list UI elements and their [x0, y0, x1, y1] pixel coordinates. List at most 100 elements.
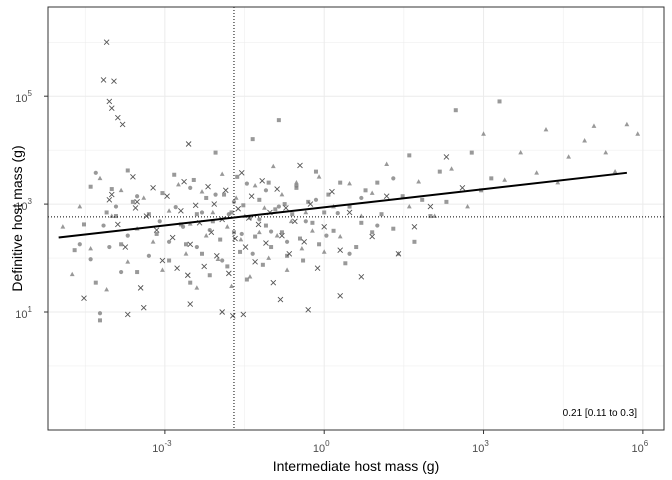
point-triangle [502, 177, 508, 182]
point-triangle [294, 180, 299, 185]
point-triangle [316, 174, 322, 179]
point-cross [222, 187, 229, 194]
point-square [194, 212, 199, 217]
point-cross [358, 273, 365, 280]
point-cross [111, 78, 117, 84]
point-cross [153, 227, 160, 233]
point-square [407, 153, 412, 158]
point-triangle [176, 181, 181, 187]
point-square [119, 242, 124, 247]
point-square [72, 248, 77, 253]
point-cross [427, 203, 434, 210]
point-cross [305, 306, 312, 313]
point-square [354, 245, 359, 250]
point-square [104, 210, 109, 215]
point-cross [159, 257, 166, 264]
point-cross [297, 162, 303, 169]
point-cross [119, 121, 126, 128]
point-circle [180, 224, 186, 229]
point-cross [132, 205, 139, 211]
point-square [218, 237, 223, 242]
point-square [93, 280, 98, 285]
point-square [359, 220, 364, 225]
point-cross [255, 221, 262, 228]
point-triangle [449, 166, 454, 171]
point-triangle [612, 169, 618, 174]
point-cross [108, 191, 115, 198]
point-square [213, 150, 218, 155]
point-circle [359, 195, 364, 201]
point-triangle [183, 251, 189, 256]
point-cross [283, 205, 289, 211]
point-circle [173, 204, 178, 210]
trend-line [58, 171, 627, 239]
point-square [81, 222, 86, 227]
point-square [326, 192, 331, 197]
point-cross [229, 312, 236, 319]
point-cross [187, 301, 194, 307]
point-square [225, 264, 230, 269]
point-cross [263, 240, 269, 246]
point-cross [395, 250, 402, 257]
point-cross [235, 205, 241, 212]
point-square [444, 199, 449, 204]
x-axis-title: Intermediate host mass (g) [273, 458, 440, 474]
point-triangle [252, 183, 258, 188]
point-cross [106, 98, 113, 105]
point-square [282, 202, 287, 207]
point-cross [174, 265, 180, 271]
point-square [207, 273, 212, 278]
point-triangle [166, 208, 172, 213]
point-triangle [534, 170, 540, 175]
point-square [310, 220, 315, 225]
point-triangle [256, 229, 262, 235]
point-cross [213, 252, 220, 259]
point-square [276, 118, 281, 123]
point-cross [150, 185, 156, 191]
point-square [184, 242, 189, 247]
point-triangle [224, 224, 230, 229]
point-triangle [288, 218, 294, 224]
point-circle [77, 242, 82, 247]
point-triangle [262, 205, 267, 210]
point-cross [108, 105, 115, 111]
point-cross [274, 186, 280, 192]
point-square [135, 270, 140, 275]
point-circle [188, 185, 193, 190]
point-triangle [77, 203, 83, 209]
point-cross [286, 250, 293, 257]
point-triangle [321, 249, 327, 254]
point-circle [226, 212, 231, 217]
effect-size-annotation: 0.21 [0.11 to 0.3] [563, 408, 638, 419]
point-triangle [369, 190, 375, 195]
point-square [244, 277, 249, 282]
point-triangle [203, 233, 209, 238]
point-square [154, 231, 159, 236]
point-square [235, 174, 240, 179]
point-square [269, 245, 274, 250]
point-triangle [518, 150, 524, 155]
point-triangle [104, 287, 110, 292]
point-circle [119, 269, 124, 275]
point-cross [329, 188, 335, 195]
point-square [247, 215, 252, 220]
point-cross [314, 265, 321, 271]
point-triangle [109, 213, 115, 218]
point-cross [411, 223, 418, 230]
point-square [113, 214, 118, 219]
point-cross [279, 232, 285, 239]
point-triangle [624, 121, 630, 127]
point-square [322, 210, 327, 215]
point-circle [391, 176, 396, 181]
point-cross [369, 233, 375, 240]
point-triangle [266, 255, 272, 260]
point-cross [321, 223, 328, 230]
point-square [375, 180, 380, 185]
point-square [172, 172, 177, 177]
point-triangle [229, 283, 234, 289]
point-circle [220, 258, 225, 263]
point-triangle [279, 191, 285, 197]
point-circle [113, 204, 119, 209]
